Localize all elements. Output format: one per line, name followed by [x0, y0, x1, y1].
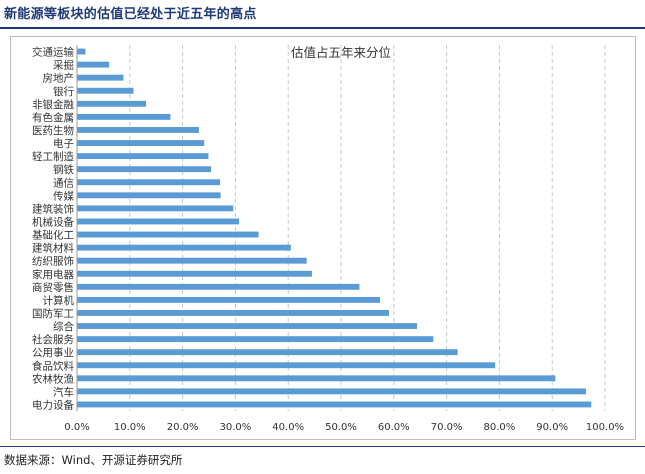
gridlines	[76, 45, 606, 411]
category-label: 商贸零售	[32, 281, 74, 294]
category-label: 传媒	[53, 189, 74, 202]
header-divider	[0, 27, 645, 29]
bar	[77, 140, 205, 146]
bar	[77, 244, 291, 251]
x-tick-label: 30.0%	[220, 422, 252, 433]
x-tick-label: 20.0%	[167, 422, 199, 433]
x-tick-label: 70.0%	[431, 422, 463, 433]
bar	[77, 231, 259, 238]
footer-divider	[0, 446, 645, 447]
x-tick-label: 40.0%	[272, 422, 304, 433]
category-label: 纺织服饰	[32, 255, 74, 268]
category-label: 钢铁	[53, 163, 74, 176]
bar	[77, 401, 592, 408]
bar	[77, 74, 124, 81]
page-title: 新能源等板块的估值已经处于近五年的高点	[4, 7, 257, 22]
category-label: 计算机	[43, 294, 75, 307]
bar	[77, 257, 307, 264]
x-tick-label: 90.0%	[536, 422, 568, 433]
category-label: 有色金属	[32, 111, 74, 124]
category-label: 综合	[53, 320, 74, 333]
bar	[77, 127, 199, 133]
category-label: 房地产	[43, 72, 75, 85]
bar	[77, 100, 147, 107]
source-note: 数据来源：Wind、开源证券研究所	[4, 453, 183, 467]
bar	[77, 270, 312, 277]
category-label: 通信	[53, 177, 74, 189]
category-label: 非银金融	[32, 98, 74, 111]
bar	[77, 87, 134, 94]
category-label: 电子	[53, 137, 74, 150]
category-label: 公用事业	[32, 346, 74, 359]
x-tick-label: 10.0%	[114, 422, 146, 433]
bar-chart: 交通运输采掘房地产银行非银金融有色金属医药生物电子轻工制造钢铁通信传媒建筑装饰机…	[32, 45, 624, 433]
category-label: 国防军工	[32, 307, 74, 320]
category-label: 轻工制造	[32, 150, 74, 163]
x-tick-label: 100.0%	[586, 422, 624, 433]
bar	[77, 283, 360, 290]
bar	[77, 153, 209, 160]
category-label: 建筑材料	[32, 242, 74, 255]
bar	[77, 388, 586, 395]
category-label: 基础化工	[32, 229, 74, 242]
bar	[77, 296, 381, 303]
bar	[77, 323, 418, 329]
bar	[77, 349, 458, 356]
category-labels: 交通运输采掘房地产银行非银金融有色金属医药生物电子轻工制造钢铁通信传媒建筑装饰机…	[32, 46, 74, 412]
x-tick-label: 0.0%	[64, 422, 89, 433]
category-label: 电力设备	[32, 398, 74, 411]
category-label: 交通运输	[32, 46, 74, 59]
bar	[77, 113, 171, 120]
bar	[77, 48, 86, 55]
bars	[77, 48, 592, 408]
bar	[77, 179, 221, 186]
bar	[77, 375, 556, 382]
category-label: 银行	[53, 85, 74, 98]
bar	[77, 61, 110, 68]
category-label: 食品饮料	[32, 359, 74, 372]
x-tick-label: 80.0%	[484, 422, 516, 433]
bar	[77, 218, 240, 225]
chart-title: 估值占五年来分位	[291, 45, 391, 60]
category-label: 建筑装饰	[32, 202, 74, 215]
bar	[77, 310, 390, 316]
category-label: 汽车	[53, 385, 74, 398]
x-tick-label: 50.0%	[325, 422, 357, 433]
x-tick-labels: 0.0% 10.0% 20.0% 30.0% 40.0% 50.0% 60.0% 70.0% 8…	[64, 422, 624, 433]
category-label: 社会服务	[32, 333, 74, 346]
category-label: 采掘	[53, 59, 74, 72]
category-label: 家用电器	[32, 268, 74, 281]
bar	[77, 336, 434, 343]
chart-frame: 交通运输 采掘 房地产 银行 非银金融 有色金属 医药生物 电子 轻工制造 钢铁 通信 传媒 建筑装饰机…	[10, 36, 636, 440]
bar	[77, 192, 221, 199]
bar	[77, 362, 496, 369]
category-label: 农林牧渔	[32, 372, 74, 385]
category-label: 机械设备	[32, 215, 74, 228]
bar	[77, 166, 212, 173]
category-label: 医药生物	[32, 124, 74, 137]
x-tick-label: 60.0%	[378, 422, 410, 433]
bar	[77, 205, 234, 212]
